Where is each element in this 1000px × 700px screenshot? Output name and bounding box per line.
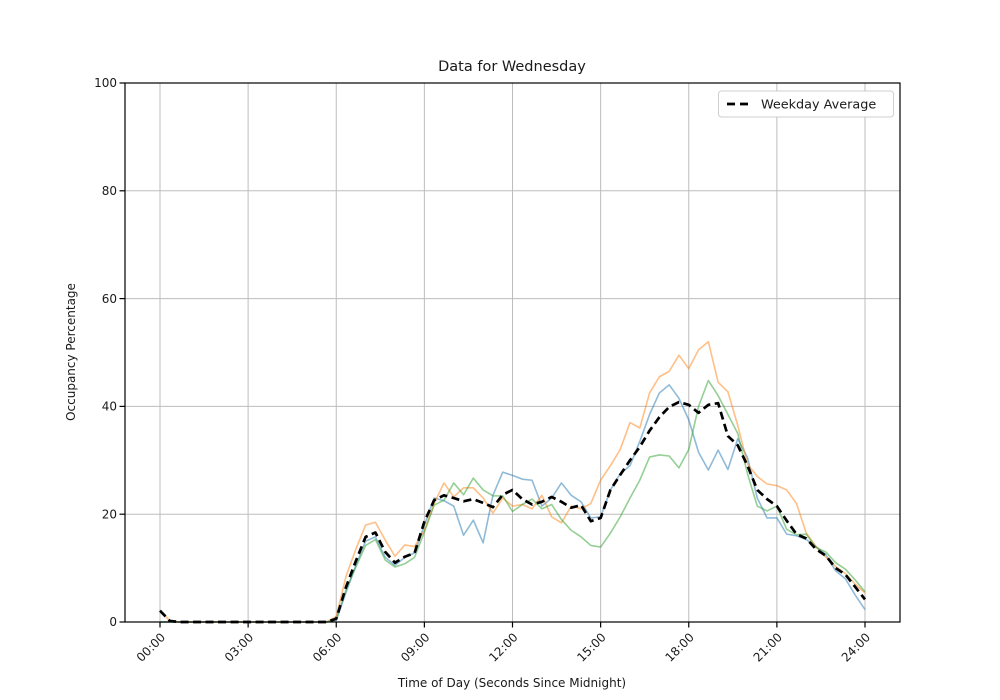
x-tick-labels: 00:00 03:00 06:00 09:00 12:00 15:00 18:00 21:00… bbox=[134, 630, 873, 664]
legend-label: Weekday Average bbox=[761, 98, 876, 113]
x-tick-label: 09:00 bbox=[398, 630, 432, 664]
y-tick-label: 60 bbox=[102, 292, 117, 306]
y-tick-label: 40 bbox=[102, 400, 117, 414]
x-axis-label: Time of Day (Seconds Since Midnight) bbox=[397, 676, 626, 690]
legend: Weekday Average bbox=[718, 90, 894, 118]
y-tick-labels: 0 20 40 60 80 100 bbox=[94, 76, 117, 629]
x-tick-label: 03:00 bbox=[222, 630, 256, 664]
tick-marks bbox=[119, 82, 866, 628]
x-tick-label: 15:00 bbox=[574, 630, 608, 664]
y-axis-label: Occupancy Percentage bbox=[64, 283, 78, 421]
x-tick-label: 18:00 bbox=[663, 630, 697, 664]
chart-title: Data for Wednesday bbox=[438, 59, 586, 75]
y-tick-label: 100 bbox=[94, 76, 117, 90]
x-tick-label: 00:00 bbox=[134, 630, 168, 664]
legend-box bbox=[718, 90, 894, 118]
x-tick-label: 24:00 bbox=[839, 630, 873, 664]
x-tick-label: 12:00 bbox=[486, 630, 520, 664]
x-tick-label: 21:00 bbox=[751, 630, 785, 664]
x-tick-label: 06:00 bbox=[310, 630, 344, 664]
series-weekday-average bbox=[159, 400, 867, 624]
y-tick-label: 20 bbox=[102, 507, 117, 521]
y-tick-label: 80 bbox=[102, 184, 117, 198]
grid-lines bbox=[125, 82, 900, 623]
y-tick-label: 0 bbox=[109, 615, 117, 629]
